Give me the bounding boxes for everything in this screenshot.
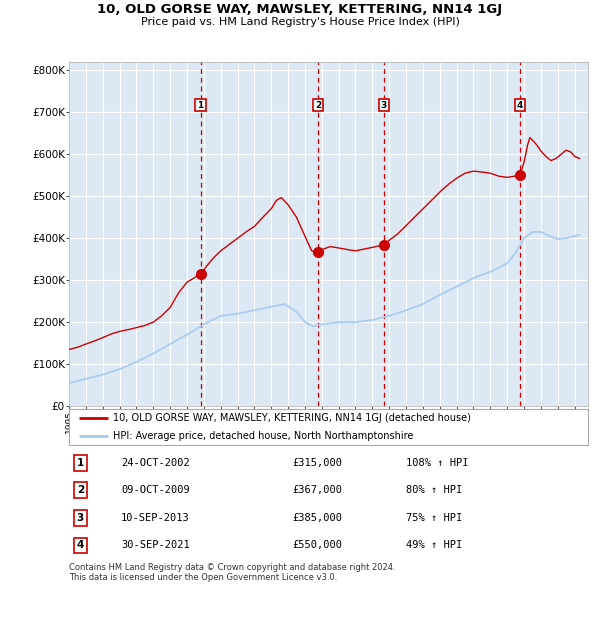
Text: £367,000: £367,000 bbox=[292, 485, 342, 495]
Text: 09-OCT-2009: 09-OCT-2009 bbox=[121, 485, 190, 495]
Text: 4: 4 bbox=[517, 100, 523, 110]
Text: 10, OLD GORSE WAY, MAWSLEY, KETTERING, NN14 1GJ (detached house): 10, OLD GORSE WAY, MAWSLEY, KETTERING, N… bbox=[113, 412, 471, 423]
Text: 2: 2 bbox=[77, 485, 84, 495]
Text: 10, OLD GORSE WAY, MAWSLEY, KETTERING, NN14 1GJ: 10, OLD GORSE WAY, MAWSLEY, KETTERING, N… bbox=[97, 3, 503, 16]
Text: 75% ↑ HPI: 75% ↑ HPI bbox=[406, 513, 463, 523]
Text: 2: 2 bbox=[315, 100, 321, 110]
Text: 10-SEP-2013: 10-SEP-2013 bbox=[121, 513, 190, 523]
Text: 49% ↑ HPI: 49% ↑ HPI bbox=[406, 541, 463, 551]
Text: 24-OCT-2002: 24-OCT-2002 bbox=[121, 458, 190, 467]
Text: £315,000: £315,000 bbox=[292, 458, 342, 467]
Text: 4: 4 bbox=[77, 541, 84, 551]
Text: 3: 3 bbox=[381, 100, 387, 110]
Text: 108% ↑ HPI: 108% ↑ HPI bbox=[406, 458, 469, 467]
Text: 80% ↑ HPI: 80% ↑ HPI bbox=[406, 485, 463, 495]
Text: £550,000: £550,000 bbox=[292, 541, 342, 551]
Text: 3: 3 bbox=[77, 513, 84, 523]
Text: HPI: Average price, detached house, North Northamptonshire: HPI: Average price, detached house, Nort… bbox=[113, 430, 413, 441]
Text: 30-SEP-2021: 30-SEP-2021 bbox=[121, 541, 190, 551]
Text: Contains HM Land Registry data © Crown copyright and database right 2024.
This d: Contains HM Land Registry data © Crown c… bbox=[69, 563, 395, 582]
Text: Price paid vs. HM Land Registry's House Price Index (HPI): Price paid vs. HM Land Registry's House … bbox=[140, 17, 460, 27]
Text: £385,000: £385,000 bbox=[292, 513, 342, 523]
Text: 1: 1 bbox=[77, 458, 84, 467]
Text: 1: 1 bbox=[197, 100, 204, 110]
